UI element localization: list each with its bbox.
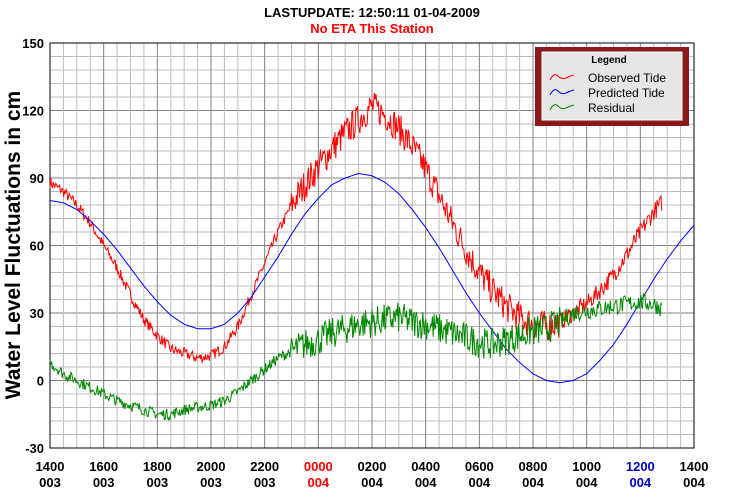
x-tick-time-label: 0000 <box>304 459 333 474</box>
x-tick-day-label: 004 <box>629 475 651 490</box>
x-tick-time-label: 0200 <box>358 459 387 474</box>
legend-label-residual: Residual <box>588 101 635 115</box>
x-tick-time-label: 0800 <box>519 459 548 474</box>
x-tick-time-label: 1000 <box>572 459 601 474</box>
x-tick-day-label: 004 <box>415 475 437 490</box>
x-tick-day-label: 004 <box>683 475 705 490</box>
chart-subtitle: No ETA This Station <box>310 21 434 36</box>
series-line-predicted-tide <box>49 172 695 384</box>
legend-label-observed-tide: Observed Tide <box>588 71 666 85</box>
y-tick-label: -30 <box>25 441 44 456</box>
x-tick-time-label: 0600 <box>465 459 494 474</box>
x-tick-day-label: 004 <box>468 475 490 490</box>
y-tick-label: 0 <box>37 374 44 389</box>
y-tick-label: 60 <box>30 239 44 254</box>
y-tick-label: 30 <box>30 306 44 321</box>
legend-label-predicted-tide: Predicted Tide <box>588 86 665 100</box>
x-axis-ticks: 1400003160000318000032000003220000300000… <box>36 459 709 490</box>
legend-swatch-predicted-tide <box>549 89 575 96</box>
grid <box>49 42 695 449</box>
legend-title: Legend <box>591 55 627 66</box>
y-tick-label: 90 <box>30 171 44 186</box>
x-tick-time-label: 2000 <box>197 459 226 474</box>
x-tick-day-label: 004 <box>576 475 598 490</box>
x-tick-time-label: 1200 <box>626 459 655 474</box>
x-tick-time-label: 2200 <box>250 459 279 474</box>
plot-frame <box>49 42 695 449</box>
y-tick-label: 150 <box>22 36 44 51</box>
x-tick-day-label: 003 <box>93 475 115 490</box>
x-tick-time-label: 1600 <box>89 459 118 474</box>
x-tick-day-label: 003 <box>39 475 61 490</box>
x-tick-day-label: 003 <box>200 475 222 490</box>
series-line-residual <box>49 292 663 422</box>
legend-swatch-residual <box>549 104 575 111</box>
series-line-observed-tide <box>49 92 663 363</box>
y-axis-ticks: -30 0 30 60 90 120 150 <box>22 36 44 456</box>
x-tick-day-label: 003 <box>254 475 276 490</box>
y-axis-label: Water Level Fluctuations in cm <box>2 91 25 399</box>
x-tick-day-label: 004 <box>361 475 383 490</box>
x-tick-time-label: 1400 <box>36 459 65 474</box>
chart-title: LASTUPDATE: 12:50:11 01-04-2009 <box>264 5 480 20</box>
x-tick-day-label: 003 <box>146 475 168 490</box>
x-tick-time-label: 0400 <box>411 459 440 474</box>
x-tick-day-label: 004 <box>522 475 544 490</box>
x-tick-time-label: 1800 <box>143 459 172 474</box>
x-tick-day-label: 004 <box>307 475 329 490</box>
legend-swatch-observed-tide <box>549 74 575 81</box>
y-tick-label: 120 <box>22 104 44 119</box>
x-tick-time-label: 1400 <box>680 459 709 474</box>
series-lines <box>49 92 695 422</box>
